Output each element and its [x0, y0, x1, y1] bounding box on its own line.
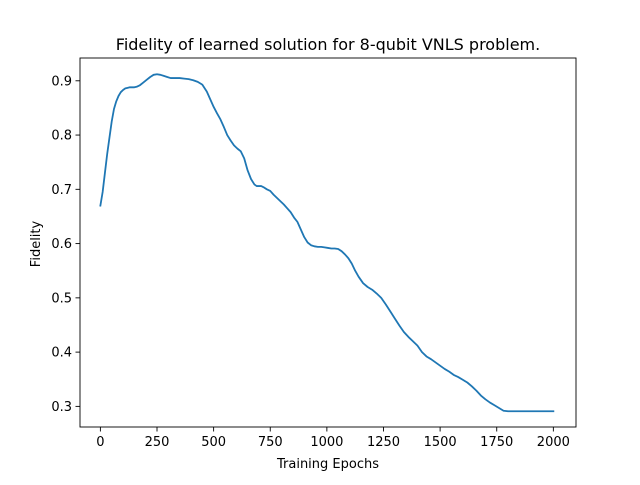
y-tick-label: 0.7: [51, 183, 72, 198]
axes-frame: [79, 57, 577, 428]
x-tick-label: 750: [258, 435, 283, 450]
x-tick-label: 1750: [480, 435, 513, 450]
x-tick-label: 0: [96, 435, 104, 450]
y-tick-label: 0.3: [51, 400, 72, 415]
y-tick-label: 0.9: [51, 74, 72, 89]
x-tick-label: 250: [145, 435, 170, 450]
y-axis-label: Fidelity: [29, 220, 44, 267]
y-tick-label: 0.8: [51, 129, 72, 144]
series-line-0: [99, 73, 555, 413]
y-tick-label: 0.6: [51, 237, 72, 252]
plot-area: 0 250 500 750 1000 1250 1500 1750 2000 0.3 0.4 0.5 0…: [51, 57, 577, 450]
x-tick-label: 1250: [367, 435, 400, 450]
x-tick-label: 2000: [537, 435, 570, 450]
chart-title: Fidelity of learned solution for 8-qubit…: [116, 35, 540, 54]
y-tick-label: 0.4: [51, 346, 72, 361]
x-tick-label: 1000: [310, 435, 343, 450]
x-axis-label: Training Epochs: [276, 457, 379, 472]
y-tick-label: 0.5: [51, 291, 72, 306]
x-tick-label: 1500: [424, 435, 457, 450]
x-tick-label: 500: [201, 435, 226, 450]
